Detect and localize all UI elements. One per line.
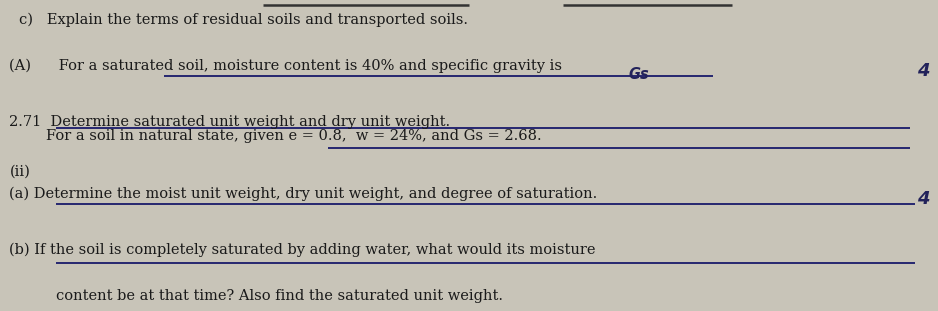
Text: (b) If the soil is completely saturated by adding water, what would its moisture: (b) If the soil is completely saturated … (9, 243, 596, 257)
Text: Gs: Gs (628, 67, 649, 82)
Text: 4: 4 (917, 62, 930, 80)
Text: For a soil in natural state, given e = 0.8,  w = 24%, and Gs = 2.68.: For a soil in natural state, given e = 0… (9, 129, 542, 143)
Text: (A)      For a saturated soil, moisture content is 40% and specific gravity is: (A) For a saturated soil, moisture conte… (9, 59, 563, 73)
Text: (a) Determine the moist unit weight, dry unit weight, and degree of saturation.: (a) Determine the moist unit weight, dry… (9, 187, 598, 201)
Text: content be at that time? Also find the saturated unit weight.: content be at that time? Also find the s… (56, 289, 504, 303)
Text: c)   Explain the terms of residual soils and transported soils.: c) Explain the terms of residual soils a… (19, 12, 468, 27)
Text: (ii): (ii) (9, 165, 30, 179)
Text: 4: 4 (917, 190, 930, 208)
Text: 2.71  Determine saturated unit weight and dry unit weight.: 2.71 Determine saturated unit weight and… (9, 115, 450, 129)
